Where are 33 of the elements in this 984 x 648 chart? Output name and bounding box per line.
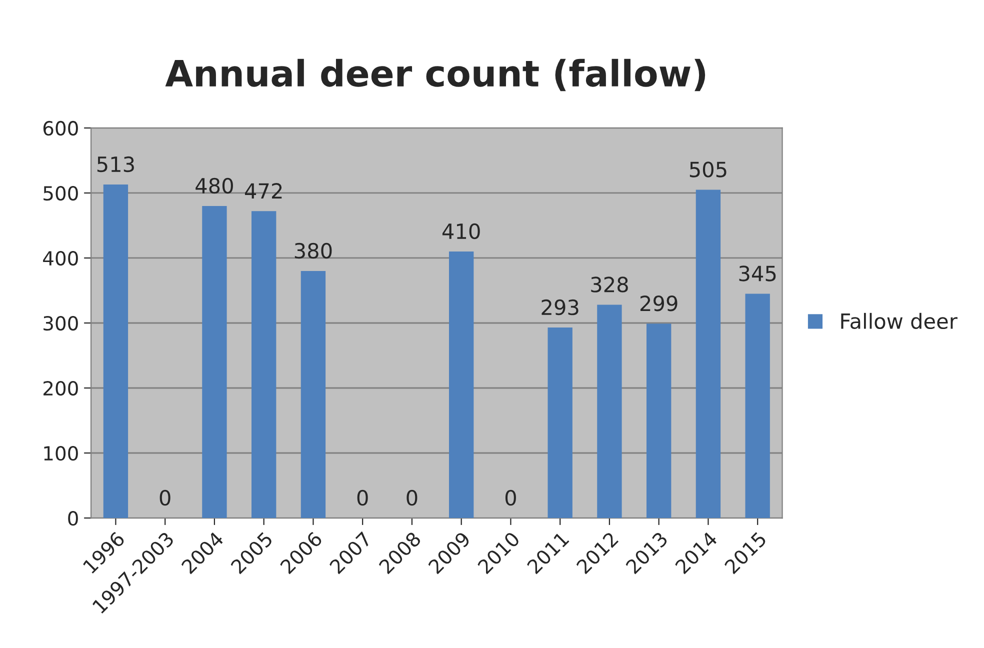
y-tick-label: 600 xyxy=(43,120,78,136)
data-label: 0 xyxy=(406,490,418,506)
data-label: 299 xyxy=(640,296,678,312)
y-tick-label: 0 xyxy=(68,510,78,526)
data-label: 410 xyxy=(442,223,480,240)
data-label: 505 xyxy=(690,162,726,178)
bar xyxy=(103,184,128,518)
bar xyxy=(448,251,474,518)
y-tick-label: 200 xyxy=(44,380,78,396)
y-tick-label: 100 xyxy=(44,446,78,461)
y-tick-label: 400 xyxy=(43,250,78,266)
bar xyxy=(251,211,276,518)
data-label: 0 xyxy=(357,490,368,506)
bar xyxy=(300,270,326,518)
bar xyxy=(548,328,572,518)
data-label: 293 xyxy=(542,299,578,316)
data-label: 345 xyxy=(739,266,776,282)
data-label: 472 xyxy=(244,183,282,199)
data-label: 513 xyxy=(97,156,134,172)
bar xyxy=(745,294,770,518)
y-tick-label: 500 xyxy=(44,186,78,201)
legend-label: Fallow deer xyxy=(841,312,958,330)
y-tick-label: 300 xyxy=(44,316,78,331)
data-label: 380 xyxy=(294,242,332,259)
bar xyxy=(646,324,672,518)
data-label: 0 xyxy=(505,490,516,506)
chart-title: Annual deer count (fallow) xyxy=(165,58,706,92)
data-label: 0 xyxy=(160,490,170,506)
data-label: 328 xyxy=(591,276,628,292)
bar xyxy=(202,206,227,518)
bar xyxy=(696,190,721,518)
data-label: 480 xyxy=(196,178,233,194)
bar xyxy=(597,304,622,518)
